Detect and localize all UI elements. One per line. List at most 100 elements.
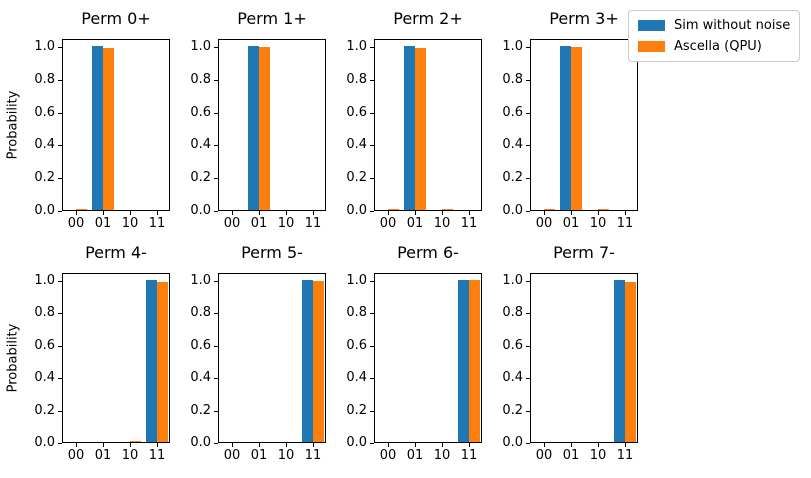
x-tick-label: 00: [223, 216, 241, 231]
y-tick: [526, 211, 530, 212]
subplot-title: Perm 6-: [397, 243, 459, 262]
y-tick: [370, 178, 374, 179]
y-tick: [370, 145, 374, 146]
y-tick: [370, 443, 374, 444]
y-tick-label: 0.2: [502, 170, 523, 185]
x-tick: [76, 443, 77, 447]
y-tick: [214, 145, 218, 146]
y-tick: [58, 145, 62, 146]
y-tick-label: 0.0: [346, 435, 367, 450]
x-tick-label: 00: [379, 448, 397, 463]
axes-frame: [530, 273, 638, 443]
bar: [312, 281, 324, 442]
x-tick-label: 01: [250, 448, 268, 463]
y-tick: [58, 178, 62, 179]
y-tick: [58, 346, 62, 347]
x-tick-label: 10: [433, 448, 451, 463]
x-tick: [286, 443, 287, 447]
x-tick: [103, 443, 104, 447]
y-tick-label: 0.6: [190, 105, 211, 120]
subplot-title: Perm 5-: [241, 243, 303, 262]
y-tick-label: 0.0: [346, 203, 367, 218]
x-tick-label: 01: [406, 448, 424, 463]
bar: [559, 46, 571, 210]
x-tick-label: 11: [616, 216, 634, 231]
x-tick: [130, 211, 131, 215]
y-tick: [214, 113, 218, 114]
bar: [75, 209, 87, 210]
y-tick-label: 0.6: [346, 338, 367, 353]
y-tick: [370, 411, 374, 412]
y-tick-label: 0.4: [346, 370, 367, 385]
subplot-title: Perm 1+: [237, 9, 307, 28]
y-tick-label: 0.6: [34, 338, 55, 353]
x-tick: [442, 443, 443, 447]
y-tick: [370, 281, 374, 282]
subplot-title: Perm 0+: [81, 9, 151, 28]
y-tick-label: 0.6: [190, 338, 211, 353]
x-tick-label: 11: [460, 216, 478, 231]
subplot-title: Perm 7-: [553, 243, 615, 262]
y-tick: [58, 47, 62, 48]
x-tick-label: 00: [535, 448, 553, 463]
x-tick-label: 11: [148, 448, 166, 463]
x-tick-label: 00: [67, 448, 85, 463]
y-tick-label: 0.6: [346, 105, 367, 120]
y-tick: [58, 211, 62, 212]
y-tick-label: 0.4: [190, 137, 211, 152]
y-tick: [526, 47, 530, 48]
y-tick: [526, 411, 530, 412]
x-tick: [259, 443, 260, 447]
y-tick: [214, 443, 218, 444]
y-tick-label: 0.0: [190, 203, 211, 218]
legend: Sim without noise Ascella (QPU): [628, 10, 801, 62]
y-tick-label: 1.0: [34, 39, 55, 54]
bar: [156, 282, 168, 442]
y-tick-label: 0.0: [502, 203, 523, 218]
y-tick-label: 0.4: [34, 137, 55, 152]
x-tick-label: 00: [379, 216, 397, 231]
x-tick-label: 11: [148, 216, 166, 231]
x-tick: [544, 443, 545, 447]
legend-swatch-sim-icon: [638, 20, 665, 31]
y-tick: [58, 411, 62, 412]
y-tick: [526, 178, 530, 179]
bar: [414, 48, 426, 210]
x-tick-label: 11: [304, 216, 322, 231]
bar: [129, 441, 141, 442]
y-tick: [214, 281, 218, 282]
y-axis-label: Probability: [5, 90, 21, 160]
y-tick: [214, 313, 218, 314]
y-tick: [526, 378, 530, 379]
y-tick-label: 0.8: [190, 305, 211, 320]
x-tick: [571, 443, 572, 447]
y-tick-label: 0.8: [346, 72, 367, 87]
x-tick-label: 01: [406, 216, 424, 231]
x-tick-label: 01: [562, 216, 580, 231]
x-tick-label: 00: [223, 448, 241, 463]
y-tick: [526, 443, 530, 444]
bar: [91, 46, 103, 210]
x-tick-label: 01: [250, 216, 268, 231]
y-tick-label: 0.0: [34, 203, 55, 218]
bar: [624, 282, 636, 442]
x-tick: [415, 211, 416, 215]
y-tick-label: 1.0: [34, 273, 55, 288]
x-tick: [286, 211, 287, 215]
y-tick: [526, 113, 530, 114]
x-tick: [130, 443, 131, 447]
bar: [301, 280, 313, 442]
y-tick: [370, 113, 374, 114]
x-tick: [232, 443, 233, 447]
y-tick: [526, 145, 530, 146]
y-tick-label: 0.2: [190, 170, 211, 185]
legend-swatch-ascella-icon: [638, 41, 665, 52]
y-tick: [58, 313, 62, 314]
bar: [403, 46, 415, 210]
bar: [543, 209, 555, 210]
axes-frame: [218, 39, 326, 211]
subplot-title: Perm 2+: [393, 9, 463, 28]
bar: [247, 46, 259, 210]
y-tick-label: 1.0: [502, 273, 523, 288]
